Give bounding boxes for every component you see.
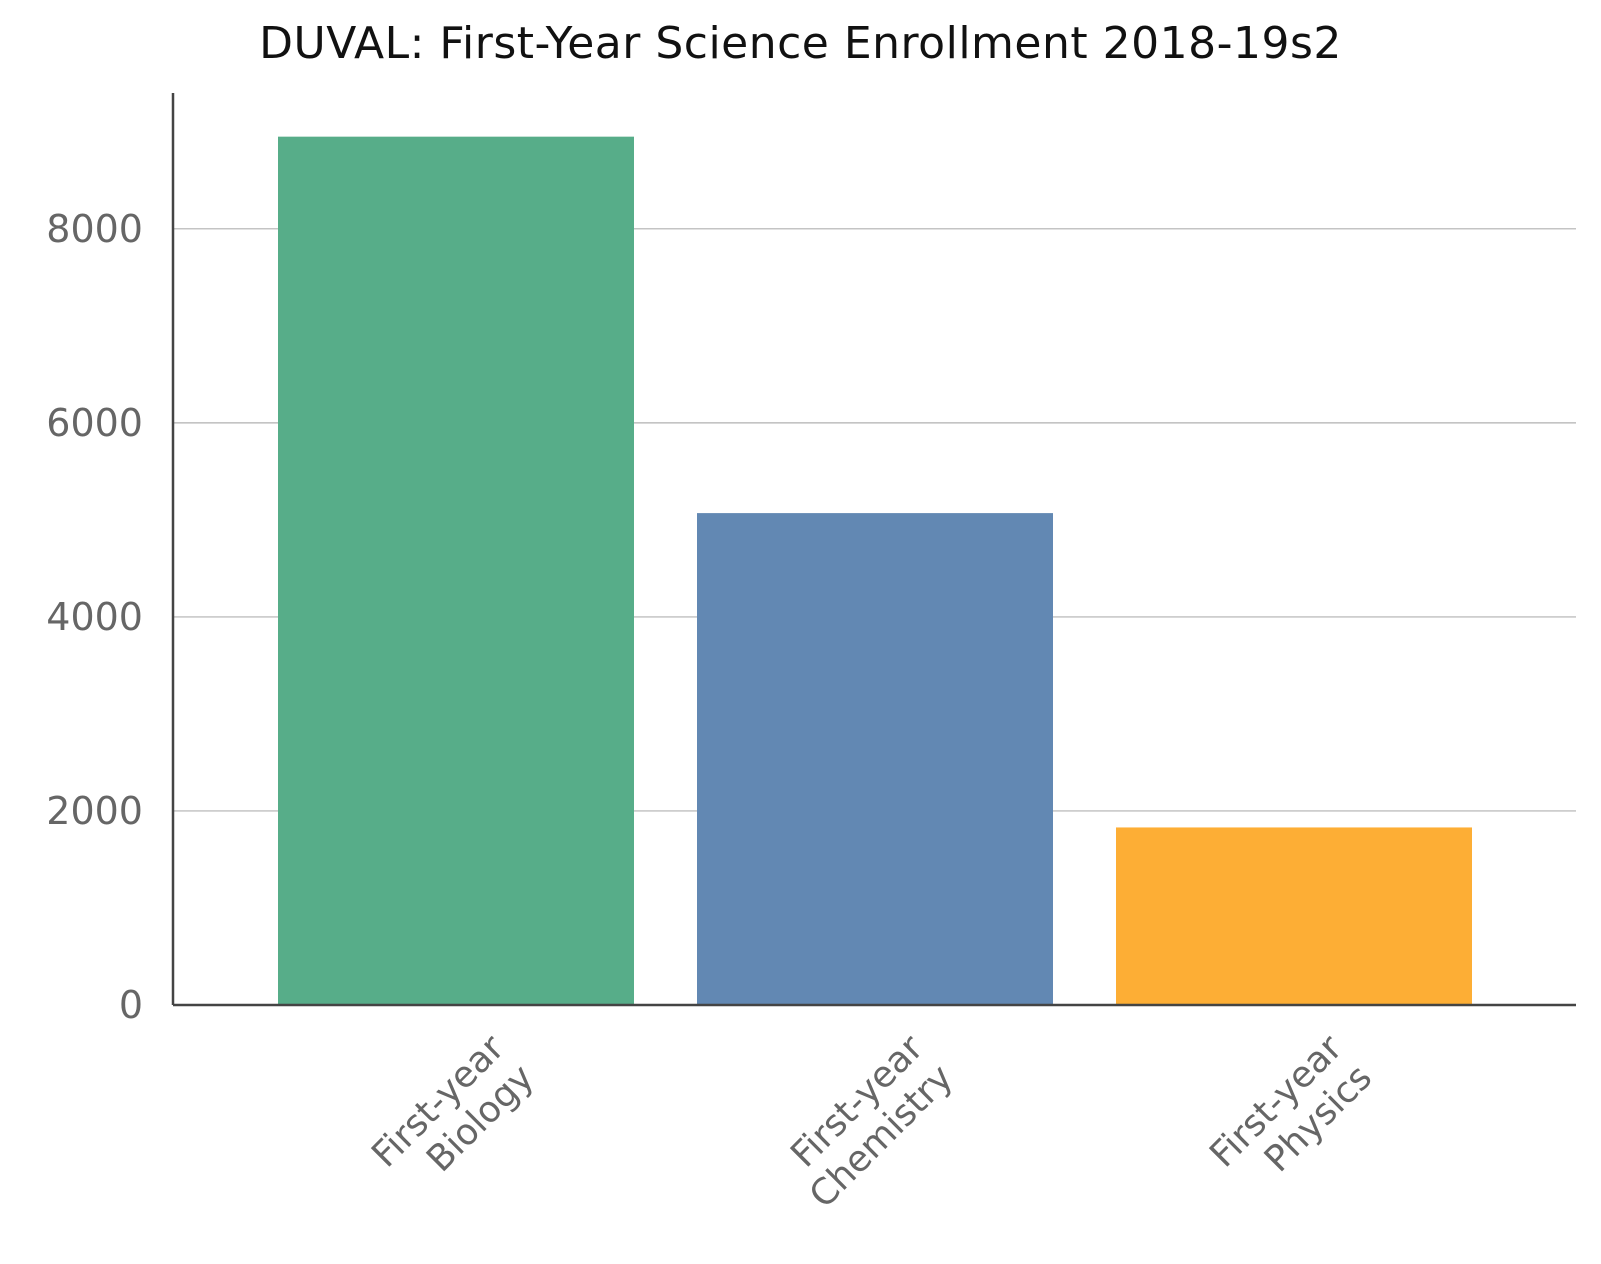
bar: [697, 513, 1053, 1005]
y-tick-label: 0: [119, 983, 143, 1027]
y-tick-label: 8000: [46, 207, 143, 251]
y-tick-label: 2000: [46, 789, 143, 833]
y-tick-label: 6000: [46, 401, 143, 445]
bar: [1116, 827, 1472, 1005]
bar: [278, 136, 634, 1006]
chart-title: DUVAL: First-Year Science Enrollment 201…: [259, 18, 1342, 69]
y-tick-label: 4000: [46, 595, 143, 639]
y-tick-labels: 0 2000 4000 6000 8000: [46, 207, 143, 1027]
bars: [278, 136, 1472, 1006]
